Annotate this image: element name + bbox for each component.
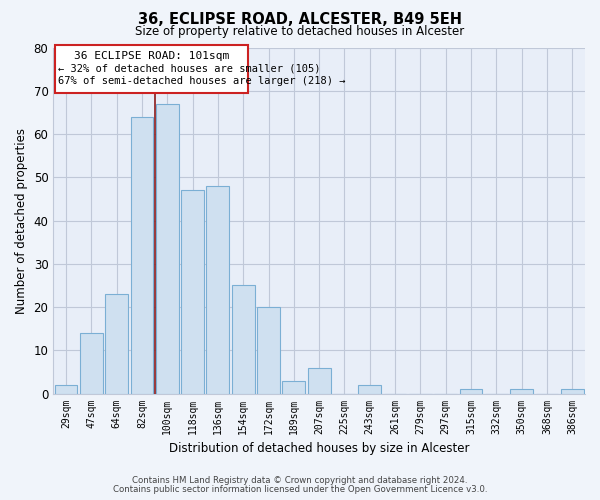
Bar <box>80 333 103 394</box>
Bar <box>105 294 128 394</box>
Text: Size of property relative to detached houses in Alcester: Size of property relative to detached ho… <box>136 25 464 38</box>
Bar <box>206 186 229 394</box>
Bar <box>511 389 533 394</box>
Y-axis label: Number of detached properties: Number of detached properties <box>15 128 28 314</box>
FancyBboxPatch shape <box>55 46 248 93</box>
Text: Contains HM Land Registry data © Crown copyright and database right 2024.: Contains HM Land Registry data © Crown c… <box>132 476 468 485</box>
Bar <box>561 389 584 394</box>
Text: 36 ECLIPSE ROAD: 101sqm: 36 ECLIPSE ROAD: 101sqm <box>74 50 229 60</box>
Text: 36, ECLIPSE ROAD, ALCESTER, B49 5EH: 36, ECLIPSE ROAD, ALCESTER, B49 5EH <box>138 12 462 28</box>
Bar <box>257 307 280 394</box>
Text: ← 32% of detached houses are smaller (105): ← 32% of detached houses are smaller (10… <box>58 64 321 74</box>
Bar <box>308 368 331 394</box>
Bar <box>181 190 204 394</box>
Bar <box>283 380 305 394</box>
X-axis label: Distribution of detached houses by size in Alcester: Distribution of detached houses by size … <box>169 442 469 455</box>
Bar <box>232 286 254 394</box>
Bar <box>156 104 179 394</box>
Bar <box>460 389 482 394</box>
Bar <box>55 385 77 394</box>
Text: Contains public sector information licensed under the Open Government Licence v3: Contains public sector information licen… <box>113 485 487 494</box>
Text: 67% of semi-detached houses are larger (218) →: 67% of semi-detached houses are larger (… <box>58 76 346 86</box>
Bar <box>358 385 381 394</box>
Bar <box>131 116 154 394</box>
